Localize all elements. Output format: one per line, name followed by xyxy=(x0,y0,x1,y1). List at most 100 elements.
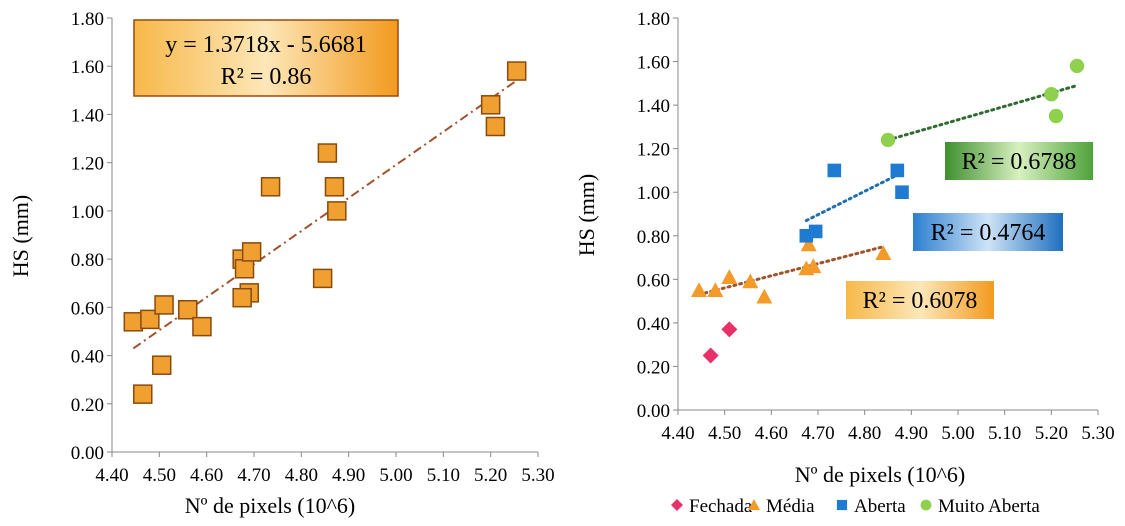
left-x-tick-label: 5.20 xyxy=(474,465,507,486)
data-point-fechada xyxy=(702,347,719,364)
right-y-axis-label: HS (mm) xyxy=(574,174,599,257)
left-data-point xyxy=(312,268,333,289)
legend-marker-fechada xyxy=(671,499,683,511)
left-data-point xyxy=(324,177,345,197)
data-point-media xyxy=(742,273,759,289)
chart-right: 4.40 4.50 4.60 4.70 4.80 4.90 5.00 5.10 5.20 5.30… xyxy=(574,9,1115,517)
data-point-muito-aberta xyxy=(1069,58,1085,74)
left-x-tick-label: 5.00 xyxy=(379,465,412,486)
data-point-media xyxy=(756,288,773,304)
left-data-point xyxy=(154,295,174,315)
legend-item-muito-aberta: Muito Aberta xyxy=(920,496,1040,517)
left-x-axis-label: Nº de pixels (10^6) xyxy=(185,493,356,518)
right-y-tick-label: 0.80 xyxy=(637,227,670,248)
data-point-media xyxy=(805,258,822,274)
left-data-point xyxy=(140,309,160,330)
left-x-tick-label: 4.80 xyxy=(285,465,318,486)
r2-label-muito-aberta: R² = 0.6788 xyxy=(962,149,1077,175)
right-y-tick-label: 1.00 xyxy=(637,183,670,204)
right-x-axis-label: Nº de pixels (10^6) xyxy=(795,462,966,487)
right-y-tick-label: 0.20 xyxy=(637,357,670,378)
left-axes xyxy=(107,17,539,457)
r2-label-aberta: R² = 0.4764 xyxy=(931,220,1046,246)
r2-box-muito-aberta xyxy=(945,142,1093,180)
right-y-tick-label: 1.80 xyxy=(637,9,670,30)
left-data-point xyxy=(234,259,255,279)
right-y-tick-label: 0.60 xyxy=(637,270,670,291)
data-point-muito-aberta xyxy=(880,132,896,148)
left-y-tick-label: 1.80 xyxy=(71,9,104,30)
right-y-tick-label: 1.20 xyxy=(637,140,670,161)
data-point-fechada xyxy=(721,321,738,338)
left-equation-box xyxy=(133,19,399,97)
left-data-point xyxy=(327,201,347,221)
left-y-tick-label: 0.60 xyxy=(71,298,104,319)
legend-item-media: Média xyxy=(748,496,815,517)
left-data-point xyxy=(192,316,212,337)
data-point-media xyxy=(875,245,892,260)
right-x-tick-label: 5.20 xyxy=(1035,423,1068,444)
data-point-media xyxy=(707,282,724,298)
data-point-aberta xyxy=(895,185,909,200)
data-point-muito-aberta xyxy=(1048,108,1064,124)
left-y-tick-label: 1.40 xyxy=(71,105,104,126)
right-axes xyxy=(673,17,1099,415)
legend-label-muito-aberta: Muito Aberta xyxy=(938,496,1040,517)
legend-label-media: Média xyxy=(766,496,815,517)
right-x-tick-label: 5.10 xyxy=(988,423,1021,444)
left-data-point xyxy=(485,116,506,137)
left-y-tick-label: 0.80 xyxy=(71,250,104,271)
left-data-point xyxy=(151,355,172,375)
right-y-tick-label: 1.40 xyxy=(637,96,670,117)
left-data-point xyxy=(260,177,281,197)
right-y-tick-label: 1.60 xyxy=(637,53,670,74)
legend-marker-aberta xyxy=(836,499,848,511)
left-x-tick-label: 4.50 xyxy=(143,465,176,486)
data-point-media xyxy=(721,269,738,284)
left-data-point xyxy=(480,95,501,115)
right-trendlines xyxy=(697,84,1079,297)
right-x-tick-label: 4.80 xyxy=(848,423,881,444)
legend: Fechada Média Aberta Muito Aberta xyxy=(671,496,1040,517)
left-data-points xyxy=(123,61,527,404)
left-y-axis-label: HS (mm) xyxy=(8,195,33,278)
data-point-media xyxy=(800,236,817,252)
left-x-tick-label: 5.30 xyxy=(521,465,554,486)
left-r2-label: R² = 0.86 xyxy=(221,64,312,90)
r2-box-aberta xyxy=(913,213,1063,251)
right-y-tick-labels: 0.00 0.20 0.40 0.60 0.80 1.00 1.20 1.40 1.60 1.80 xyxy=(637,9,670,422)
left-data-point xyxy=(317,143,338,163)
left-x-tick-label: 4.90 xyxy=(332,465,365,486)
right-x-tick-label: 4.70 xyxy=(801,423,834,444)
r2-label-media: R² = 0.6078 xyxy=(863,288,978,314)
left-x-tick-label: 4.40 xyxy=(95,465,128,486)
data-point-media xyxy=(691,282,707,298)
left-y-tick-labels: 0.00 0.20 0.40 0.60 0.80 1.00 1.20 1.40 1.60 1.80 xyxy=(71,9,104,464)
legend-label-aberta: Aberta xyxy=(854,496,906,517)
left-data-point xyxy=(133,384,153,404)
data-point-aberta xyxy=(890,163,905,178)
right-x-tick-label: 4.90 xyxy=(895,423,928,444)
left-x-tick-label: 4.70 xyxy=(237,465,270,486)
r2-box-media xyxy=(846,281,994,319)
left-x-tick-label: 4.60 xyxy=(190,465,223,486)
left-data-point xyxy=(241,242,262,262)
left-equation-label: y = 1.3718x - 5.6681 xyxy=(165,32,367,58)
right-x-tick-label: 4.50 xyxy=(708,423,741,444)
legend-item-fechada: Fechada xyxy=(671,496,753,517)
left-y-tick-label: 0.20 xyxy=(71,395,104,416)
data-point-muito-aberta xyxy=(1044,87,1059,102)
legend-marker-media xyxy=(748,499,760,511)
legend-item-aberta: Aberta xyxy=(836,496,906,517)
left-y-tick-label: 0.00 xyxy=(71,443,104,464)
right-y-tick-label: 0.40 xyxy=(637,314,670,335)
trendline-media xyxy=(697,245,885,297)
right-y-tick-label: 0.00 xyxy=(637,401,670,422)
left-data-point xyxy=(232,287,252,308)
left-data-point xyxy=(177,299,198,320)
legend-label-fechada: Fechada xyxy=(689,496,753,517)
left-y-tick-label: 1.20 xyxy=(71,154,104,175)
data-point-aberta xyxy=(808,224,823,239)
